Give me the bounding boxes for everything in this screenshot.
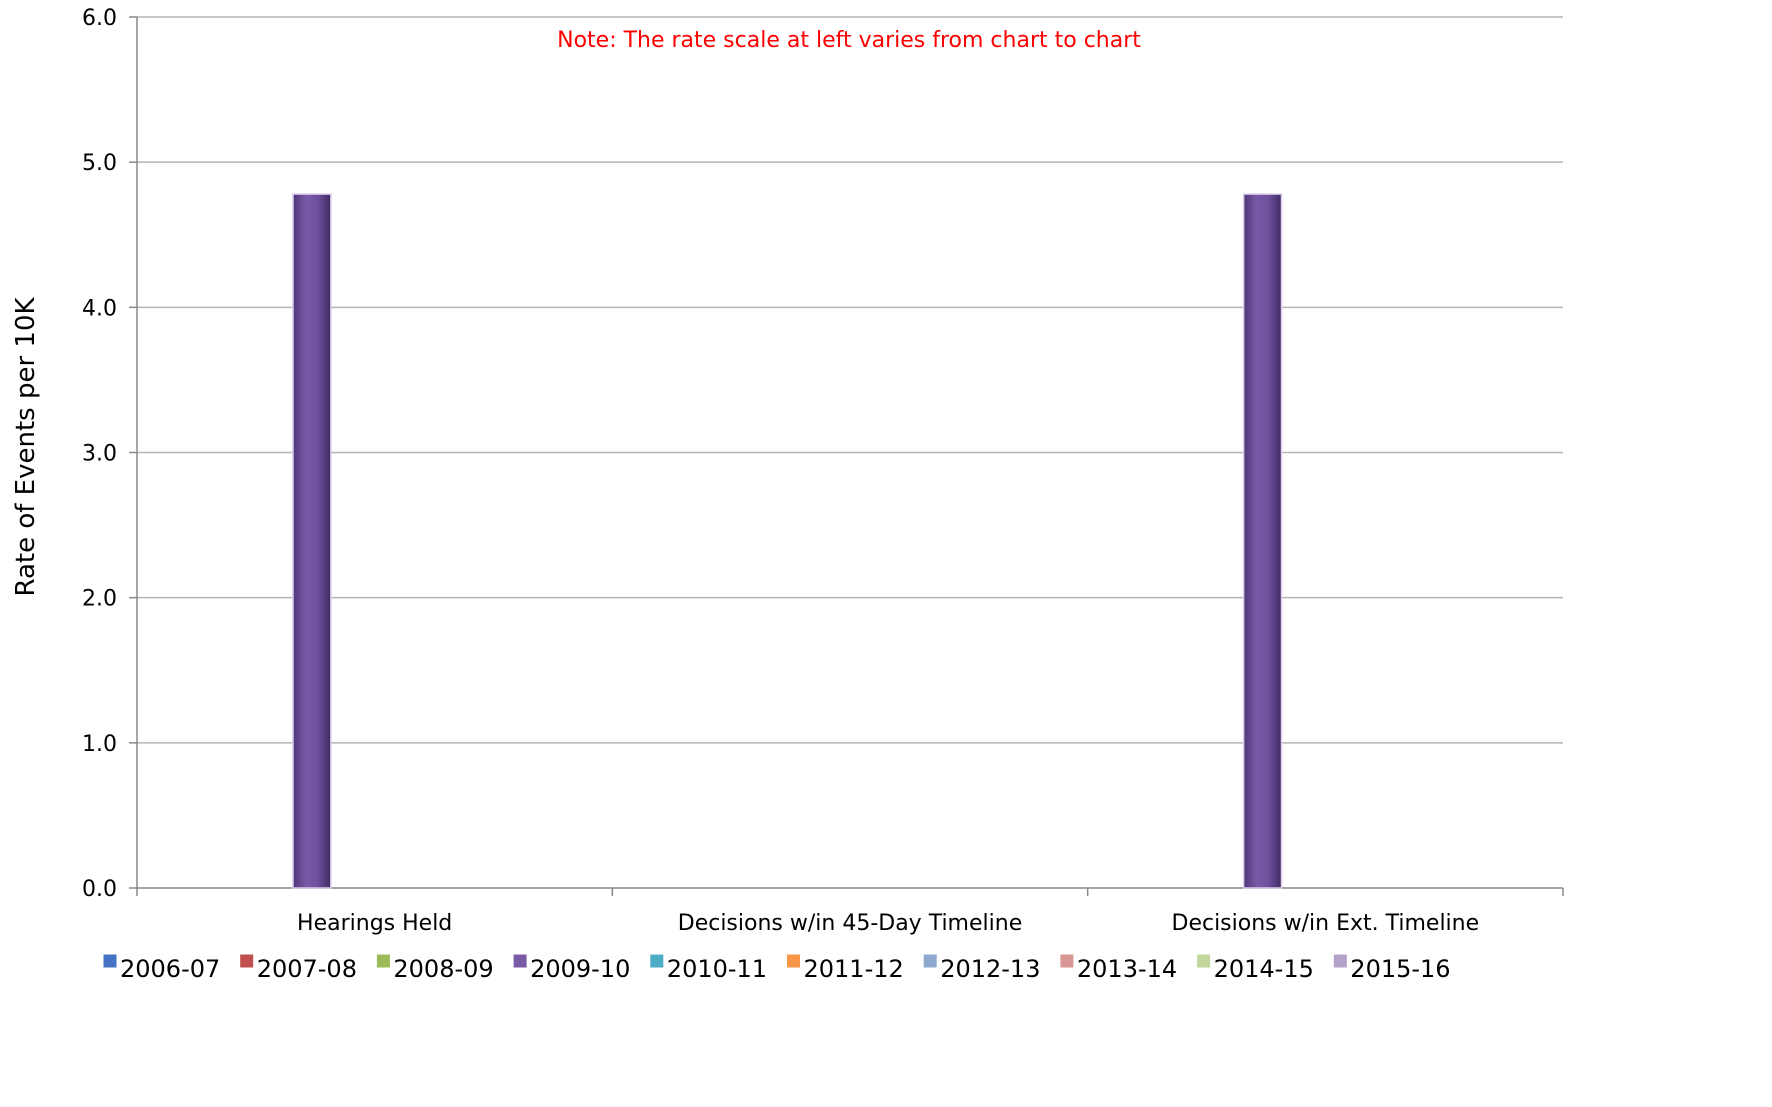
category-label: Hearings Held (297, 911, 452, 936)
legend-entry: 2015-16 (1350, 955, 1450, 983)
y-tick-label: 1.0 (82, 732, 117, 757)
y-tick-label: 6.0 (82, 6, 117, 31)
legend-entry: 2014-15 (1214, 955, 1314, 983)
y-tick-label: 4.0 (82, 296, 117, 321)
bar (1242, 193, 1283, 889)
legend-entry: 2008-09 (393, 955, 493, 983)
y-tick-label: 5.0 (82, 151, 117, 176)
legend-swatch (1196, 953, 1212, 969)
y-tick-label: 0.0 (82, 877, 117, 902)
legend-swatch (512, 953, 528, 969)
legend-swatch (239, 953, 255, 969)
legend-swatch (786, 953, 801, 969)
legend-entry: 2013-14 (1077, 955, 1177, 983)
legend-swatch (375, 953, 391, 969)
y-tick-labels: 0.0 1.0 2.0 3.0 4.0 5.0 6.0 (82, 6, 117, 902)
bars (292, 193, 1283, 889)
legend-entry: 2007-08 (257, 955, 357, 983)
legend-swatch (1332, 953, 1348, 969)
legend-entry: 2010-11 (667, 955, 767, 983)
legend-entry: 2006-07 (120, 955, 220, 983)
legend-swatch (922, 953, 938, 969)
y-tick-label: 2.0 (82, 587, 117, 612)
gridlines (137, 16, 1563, 744)
axes (129, 16, 1564, 896)
legend-swatch (649, 953, 665, 969)
legend-swatch (102, 953, 118, 969)
legend-entry: 2012-13 (940, 955, 1040, 983)
bar (292, 193, 332, 889)
legend: 2006-07 2007-08 2008-09 2009-10 2010-11 2011-… (102, 953, 1451, 983)
legend-entry: 2009-10 (530, 955, 630, 983)
legend-swatch (1059, 953, 1075, 969)
category-label: Decisions w/in 45-Day Timeline (678, 911, 1022, 936)
category-label: Decisions w/in Ext. Timeline (1172, 911, 1480, 936)
legend-entry: 2011-12 (804, 955, 904, 983)
chart-annotation: Note: The rate scale at left varies from… (557, 28, 1141, 53)
y-axis-label: Rate of Events per 10K (11, 297, 41, 597)
y-tick-label: 3.0 (82, 442, 117, 467)
category-labels: Hearings Held Decisions w/in 45-Day Timel… (297, 911, 1479, 936)
